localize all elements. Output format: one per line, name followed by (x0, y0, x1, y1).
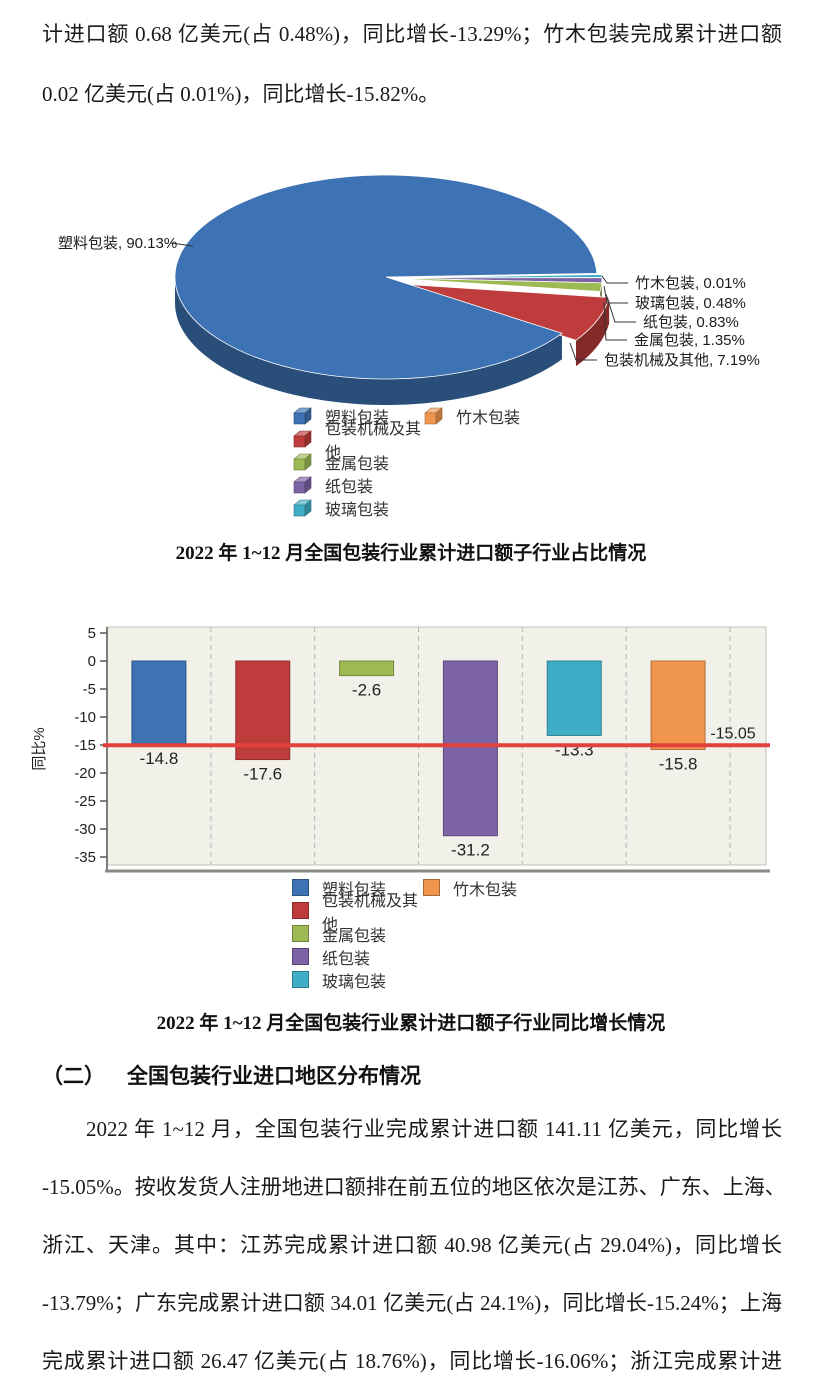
legend-square-icon (292, 948, 309, 965)
pie-callout-label: 纸包装, 0.83% (643, 314, 739, 331)
legend-label: 玻璃包装 (325, 496, 389, 520)
legend-label: 金属包装 (325, 450, 389, 474)
y-tick-label: -30 (74, 821, 96, 838)
legend-cube-icon (292, 498, 312, 518)
bar (340, 661, 394, 676)
legend-cube-icon (292, 429, 312, 449)
legend-column: 竹木包装 (423, 404, 520, 519)
bar (547, 661, 601, 735)
section-heading: （二） 全国包装行业进口地区分布情况 (42, 1060, 421, 1090)
bar (443, 661, 497, 836)
legend-column: 塑料包装包装机械及其他金属包装纸包装玻璃包装 (292, 404, 423, 519)
legend-cube-icon (292, 406, 312, 426)
bar-value-label: -31.2 (451, 841, 490, 860)
legend-label: 竹木包装 (453, 876, 517, 900)
legend-label: 纸包装 (325, 473, 373, 497)
legend-item: 竹木包装 (423, 876, 517, 899)
pie-callout-label: 金属包装, 1.35% (634, 332, 745, 349)
bar (132, 661, 186, 744)
legend-square-icon (292, 971, 309, 988)
pie-callout-label: 包装机械及其他, 7.19% (604, 352, 760, 369)
bar-value-label: -15.8 (659, 754, 698, 773)
legend-item: 金属包装 (292, 922, 423, 945)
legend-item: 包装机械及其他 (292, 899, 423, 922)
bottom-paragraph: 2022 年 1~12 月，全国包装行业完成累计进口额 141.11 亿美元，同… (42, 1100, 782, 1390)
bar-value-label: -17.6 (243, 765, 282, 784)
legend-column: 塑料包装包装机械及其他金属包装纸包装玻璃包装 (292, 876, 423, 991)
paragraph-line: -15.05%。按收发货人注册地进口额排在前五位的地区依次是江苏、广东、上海、 (42, 1158, 782, 1216)
bar-value-label: -2.6 (352, 681, 381, 700)
y-tick-label: -5 (83, 681, 96, 698)
legend-label: 玻璃包装 (322, 968, 386, 992)
legend-column: 竹木包装 (423, 876, 517, 991)
paragraph-line: -13.79%；广东完成累计进口额 34.01 亿美元(占 24.1%)，同比增… (42, 1274, 782, 1332)
paragraph-line: 0.02 亿美元(占 0.01%)，同比增长-15.82%。 (42, 64, 782, 124)
pie-callout-label: 玻璃包装, 0.48% (635, 295, 746, 312)
section-title: 全国包装行业进口地区分布情况 (127, 1064, 421, 1088)
legend-square-icon (292, 925, 309, 942)
pie-callout-line (602, 276, 628, 283)
y-tick-label: -20 (74, 765, 96, 782)
legend-square-icon (292, 902, 309, 919)
legend-item: 纸包装 (292, 473, 423, 496)
section-number: （二） (42, 1064, 105, 1088)
y-tick-label: -25 (74, 793, 96, 810)
paragraph-line: 计进口额 0.68 亿美元(占 0.48%)，同比增长-13.29%；竹木包装完… (42, 4, 782, 64)
pie-callout-line (606, 294, 636, 322)
pie-legend: 塑料包装包装机械及其他金属包装纸包装玻璃包装 竹木包装 (292, 404, 520, 519)
bar-chart: 5 0 -5 -10 -15 -20 -25 -30 -35 -14.8 -17.6 -2.6 -31.… (0, 615, 822, 883)
legend-item: 玻璃包装 (292, 968, 423, 991)
reference-line-label: -15.05 (710, 725, 755, 742)
y-tick-label: 0 (88, 653, 96, 670)
legend-cube-icon (292, 475, 312, 495)
legend-item: 玻璃包装 (292, 496, 423, 519)
pie-chart-title: 2022 年 1~12 月全国包装行业累计进口额子行业占比情况 (0, 538, 822, 565)
legend-cube-icon (423, 406, 443, 426)
y-axis-title: 同比% (31, 727, 48, 770)
pie-callout-label: 竹木包装, 0.01% (635, 275, 746, 292)
legend-item: 纸包装 (292, 945, 423, 968)
bar-value-label: -14.8 (140, 749, 179, 768)
bar-legend: 塑料包装包装机械及其他金属包装纸包装玻璃包装 竹木包装 (292, 876, 517, 991)
y-tick-label: -35 (74, 849, 96, 866)
legend-label: 纸包装 (322, 945, 370, 969)
legend-label: 竹木包装 (456, 404, 520, 428)
paragraph-line: 2022 年 1~12 月，全国包装行业完成累计进口额 141.11 亿美元，同… (42, 1100, 782, 1158)
paragraph-line: 浙江、天津。其中：江苏完成累计进口额 40.98 亿美元(占 29.04%)，同… (42, 1216, 782, 1274)
bar-chart-title: 2022 年 1~12 月全国包装行业累计进口额子行业同比增长情况 (0, 1008, 822, 1035)
legend-square-icon (423, 879, 440, 896)
y-tick-label: -10 (74, 709, 96, 726)
legend-square-icon (292, 879, 309, 896)
legend-cube-icon (292, 452, 312, 472)
legend-label: 金属包装 (322, 922, 386, 946)
legend-item: 包装机械及其他 (292, 427, 423, 450)
paragraph-line: 完成累计进口额 26.47 亿美元(占 18.76%)，同比增长-16.06%；… (42, 1332, 782, 1390)
legend-item: 竹木包装 (423, 404, 520, 427)
y-tick-label: -15 (74, 737, 96, 754)
pie-callout-label: 塑料包装, 90.13% (58, 235, 177, 252)
pie-chart: 竹木包装, 0.01% 玻璃包装, 0.48% 纸包装, 0.83%金属包装, 1.… (0, 150, 822, 410)
legend-item: 金属包装 (292, 450, 423, 473)
top-paragraph: 计进口额 0.68 亿美元(占 0.48%)，同比增长-13.29%；竹木包装完… (42, 4, 782, 124)
bar (651, 661, 705, 749)
y-tick-label: 5 (88, 625, 96, 642)
